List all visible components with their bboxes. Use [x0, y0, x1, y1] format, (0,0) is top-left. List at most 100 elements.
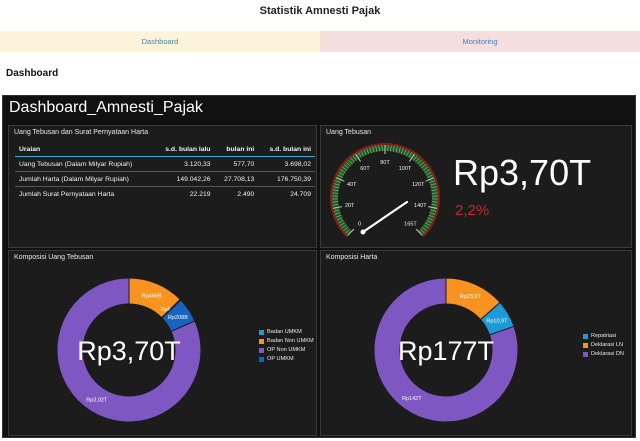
gauge-tick [428, 206, 438, 209]
legend-item-op-non-umkm[interactable]: OP Non UMKM [259, 347, 314, 353]
gauge-tick [413, 155, 418, 161]
gauge-tick [375, 145, 377, 152]
gauge-tick [419, 229, 425, 234]
header-uraian: Uraian [15, 143, 154, 157]
gauge-tick [357, 152, 362, 158]
header-bulan-lalu: s.d. bulan lalu [153, 143, 215, 157]
header-bulan-ini: bulan ini [214, 143, 259, 157]
gauge-tick [333, 209, 340, 212]
legend-label: Badan UMKM [267, 329, 302, 335]
gauge-tick [423, 224, 429, 229]
donut-slice-label: Rp10,9T [486, 318, 508, 324]
table-cell: 27.708,13 [214, 171, 259, 187]
gauge-tick [425, 177, 435, 182]
legend-item-badan-non-umkm[interactable]: Badan Non UMKM [259, 338, 314, 344]
table-cell: Jumlah Surat Pernyataan Harta [19, 190, 115, 198]
legend-label: Deklarasi LN [591, 342, 624, 348]
legend-item-deklarasi-dn[interactable]: Deklarasi DN [583, 351, 624, 357]
donut-center-value: Rp177T [398, 336, 494, 366]
gauge-tick [431, 189, 438, 191]
summary-panel-title: Uang Tebusan dan Surat Pernyataan Harta [14, 129, 149, 136]
gauge-value: Rp3,70T [453, 152, 592, 193]
gauge-tick [430, 186, 437, 189]
gauge-tick-label: 60T [360, 166, 370, 172]
legend-harta: Repatriasi Deklarasi LN Deklarasi DN [583, 333, 624, 360]
donut-center-value: Rp3,70T [77, 336, 181, 366]
gauge-tick [340, 169, 346, 173]
gauge-tick [335, 177, 345, 182]
gauge-tick-label: 40T [347, 182, 357, 188]
gauge-tick-label: 100T [399, 166, 412, 172]
legend-swatch [583, 351, 588, 357]
table-cell: 3.120,33 [153, 156, 215, 172]
gauge-tick [395, 146, 398, 153]
gauge-panel-title: Uang Tebusan [326, 129, 372, 136]
gauge-tick [419, 161, 425, 167]
gauge-tick [403, 149, 407, 156]
gauge-tick [424, 222, 431, 226]
gauge-tick [408, 152, 413, 158]
gauge-tick [406, 150, 410, 157]
gauge-tick [334, 212, 341, 215]
legend-label: Deklarasi DN [591, 351, 624, 357]
legend-label: OP Non UMKM [267, 347, 306, 353]
legend-item-deklarasi-ln[interactable]: Deklarasi LN [583, 342, 624, 348]
legend-swatch [259, 347, 264, 353]
app-title: Statistik Amnesti Pajak [259, 5, 381, 17]
donut-slice-deklarasi-dn[interactable] [373, 277, 519, 423]
composition-harta-panel: Komposisi Harta Rp23,9T Rp10,9T Rp142T Rp17… [320, 250, 632, 436]
gauge-needle [361, 200, 409, 234]
legend-item-repatriasi[interactable]: Repatriasi [583, 333, 624, 339]
dashboard-container: Dashboard_Amnesti_Pajak Uang Tebusan dan… [2, 95, 636, 438]
donut-slice-label: Rp466B [142, 294, 162, 300]
section-title: Dashboard [6, 68, 59, 79]
composition-harta-title: Komposisi Harta [326, 254, 378, 261]
gauge-tick [409, 153, 415, 162]
legend-swatch [259, 338, 264, 344]
gauge-tick [332, 204, 339, 206]
table-cell: 577,70 [214, 156, 259, 172]
gauge-outer-band [330, 143, 440, 237]
gauge-tick [398, 147, 401, 154]
summary-table: Uraian s.d. bulan lalu bulan ini s.d. bu… [15, 143, 315, 201]
gauge-tick [355, 153, 361, 162]
gauge-tick [337, 174, 343, 178]
donut-slice-op-non-umkm[interactable] [56, 277, 202, 423]
gauge-tick-label: 165T [404, 221, 417, 227]
legend-item-op-umkm[interactable]: OP UMKM [259, 356, 314, 362]
legend-label: OP UMKM [267, 356, 294, 362]
gauge-tick [345, 229, 351, 234]
table-cell: 22.219 [189, 190, 211, 198]
legend-label: Badan Non UMKM [267, 338, 314, 344]
table-row: Uang Tebusan (Dalam Milyar Rupiah) 3.120… [15, 156, 315, 172]
speedometer-gauge: 0 20T 40T 60T 80T 100T 120T 140T 165T [330, 143, 440, 237]
gauge-tick [390, 145, 392, 152]
table-cell: 3.698,02 [258, 156, 315, 172]
tab-dashboard[interactable]: Dashboard [0, 31, 320, 52]
gauge-tick [333, 186, 340, 189]
gauge-tick [415, 157, 420, 163]
gauge-tick [424, 169, 430, 173]
gauge-tick [334, 180, 341, 183]
gauge-tick [338, 219, 344, 224]
gauge-tick [352, 155, 357, 161]
donut-slice-label: Rp3,02T [86, 397, 108, 403]
gauge-tick [393, 145, 395, 152]
dashboard-title: Dashboard_Amnesti_Pajak [9, 99, 203, 116]
gauge-tick [378, 145, 380, 152]
tab-monitoring[interactable]: Monitoring [320, 31, 640, 52]
gauge-hub [360, 229, 366, 235]
gauge-tick [335, 214, 342, 218]
legend-item-badan-umkm[interactable]: Badan UMKM [259, 329, 314, 335]
legend-swatch [583, 342, 588, 348]
gauge-tick [372, 146, 375, 153]
gauge-tick [341, 224, 347, 229]
header-sd-bulan-ini: s.d. bulan ini [258, 143, 315, 157]
gauge-tick [429, 212, 436, 215]
donut-chart-harta: Rp23,9T Rp10,9T Rp142T Rp177T [373, 277, 519, 423]
legend-swatch [259, 356, 264, 362]
table-header-row: Uraian s.d. bulan lalu bulan ini s.d. bu… [15, 143, 315, 157]
gauge-tick-label: 20T [345, 203, 355, 209]
table-row: Jumlah Harta (Dalam Milyar Rupiah) 149.0… [15, 171, 315, 187]
